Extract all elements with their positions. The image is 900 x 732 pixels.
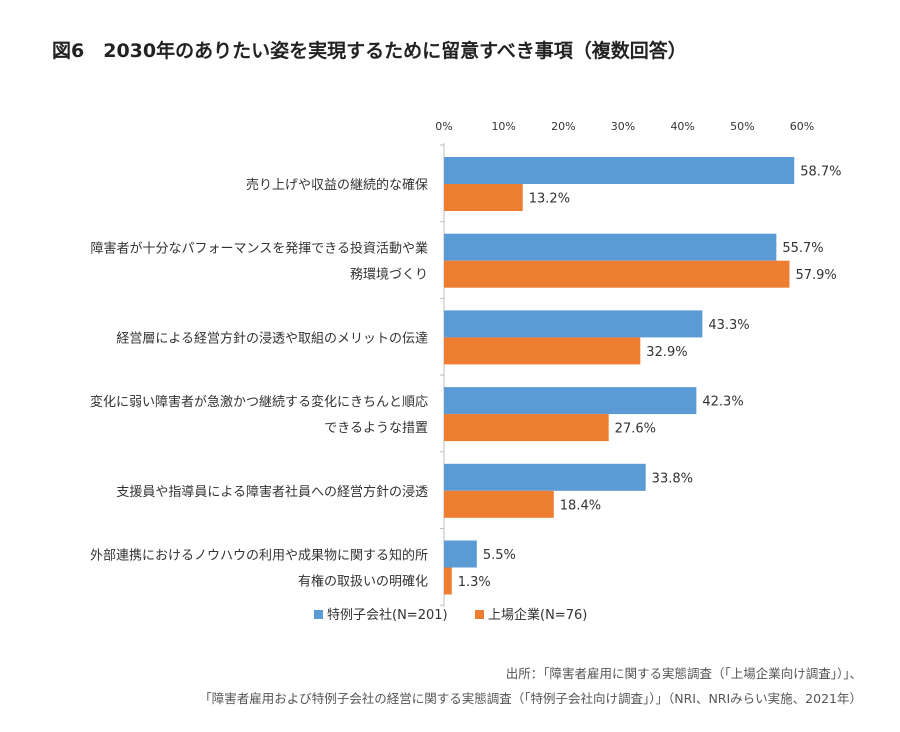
bar-subsidiary xyxy=(444,310,703,338)
bar-listed xyxy=(444,260,790,288)
category-label: 外部連携におけるノウハウの利用や成果物に関する知的所 xyxy=(90,548,428,564)
chart-title: 図6 2030年のありたい姿を実現するために留意すべき事項（複数回答） xyxy=(52,40,687,62)
data-label: 32.9% xyxy=(646,345,687,360)
x-tick-label: 0% xyxy=(435,120,452,133)
data-label: 42.3% xyxy=(702,395,743,410)
bar-subsidiary xyxy=(444,463,646,491)
x-tick-label: 40% xyxy=(670,120,694,133)
bar-listed xyxy=(444,490,554,518)
source-line-1: 出所：「障害者雇用に関する実態調査（「上場企業向け調査」）」、 xyxy=(505,666,862,681)
data-label: 55.7% xyxy=(782,241,823,256)
x-tick-label: 60% xyxy=(790,120,814,133)
bar-subsidiary xyxy=(444,157,795,184)
category-label: 変化に弱い障害者が急激かつ継続する変化にきちんと順応 xyxy=(90,394,428,410)
category-label: 有権の取扱いの明確化 xyxy=(298,574,428,590)
data-label: 57.9% xyxy=(795,268,836,283)
data-label: 58.7% xyxy=(800,165,841,180)
category-label: 務環境づくり xyxy=(350,268,428,283)
data-label: 33.8% xyxy=(652,471,693,486)
x-tick-label: 30% xyxy=(611,120,635,133)
category-label: 売り上げや収益の継続的な確保 xyxy=(246,177,428,193)
bar-listed xyxy=(444,567,452,595)
category-label: 障害者が十分なパフォーマンスを発揮できる投資活動や業 xyxy=(91,241,428,257)
data-label: 18.4% xyxy=(560,498,601,513)
category-label: できるような措置 xyxy=(324,421,428,436)
legend-label: 特例子会社(N=201) xyxy=(327,607,448,623)
legend-swatch xyxy=(475,610,484,619)
data-label: 5.5% xyxy=(483,548,516,563)
bar-listed xyxy=(444,337,641,365)
bar-listed xyxy=(444,184,523,211)
data-label: 1.3% xyxy=(458,575,491,590)
data-label: 27.6% xyxy=(615,422,656,437)
bar-subsidiary xyxy=(444,540,477,568)
legend-swatch xyxy=(314,610,323,619)
bar-subsidiary xyxy=(444,387,697,415)
x-tick-label: 10% xyxy=(491,120,515,133)
category-label: 支援員や指導員による障害者社員への経営方針の浸透 xyxy=(116,484,428,500)
legend-label: 上場企業(N=76) xyxy=(488,607,587,623)
source-line-2: 「障害者雇用および特例子会社の経営に関する実態調査（「特例子会社向け調査」）」（… xyxy=(199,691,862,706)
data-label: 13.2% xyxy=(529,192,570,207)
bar-listed xyxy=(444,414,609,442)
bar-subsidiary xyxy=(444,233,777,261)
category-label: 経営層による経営方針の浸透や取組のメリットの伝達 xyxy=(116,330,428,346)
x-tick-label: 20% xyxy=(551,120,575,133)
x-tick-label: 50% xyxy=(730,120,754,133)
data-label: 43.3% xyxy=(708,318,749,333)
